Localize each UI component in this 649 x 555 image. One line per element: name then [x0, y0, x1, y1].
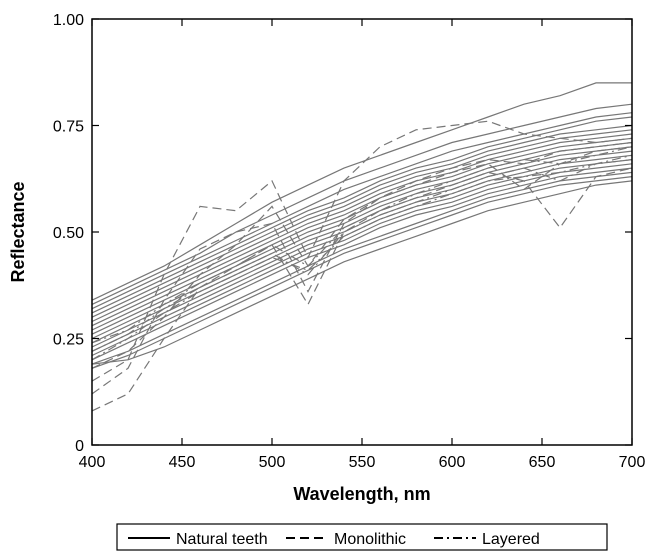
x-tick-label: 500: [259, 454, 286, 471]
y-tick-label: 0.75: [53, 119, 84, 136]
legend-label: Monolithic: [334, 531, 406, 548]
y-axis-title: Reflectance: [8, 181, 28, 282]
series-line-dashed-19: [91, 120, 633, 382]
series-line-dashdot-24: [91, 146, 633, 344]
tick-layer: 400 450 500 550 600 650 700 0 0.25 0.50 0.75 1.00: [53, 12, 646, 471]
legend-label: Layered: [482, 531, 540, 548]
x-tick-label: 400: [79, 454, 106, 471]
x-tick-label: 450: [169, 454, 196, 471]
series-line-solid-4: [91, 116, 633, 314]
legend-box: [116, 523, 608, 551]
series-line-solid-1: [91, 82, 632, 301]
series-line-solid-12: [91, 154, 633, 348]
series-line-solid-5: [91, 124, 633, 318]
series-line-solid-3: [91, 112, 633, 310]
series-line-solid-17: [91, 176, 633, 369]
x-tick-label: 700: [619, 454, 646, 471]
series-line-solid-8: [91, 137, 633, 331]
x-axis-title: Wavelength, nm: [293, 484, 430, 504]
x-tick-label: 600: [439, 454, 466, 471]
series-line-dashed-22: [91, 141, 633, 369]
y-tick-label: 0.50: [53, 225, 84, 242]
series-line-solid-16: [91, 171, 633, 365]
series-line-solid-7: [91, 133, 633, 327]
legend-label: Natural teeth: [176, 531, 268, 548]
series-line-dashed-21: [91, 167, 633, 412]
series-line-solid-2: [91, 103, 633, 305]
x-tick-label: 550: [349, 454, 376, 471]
legend: Natural teeth Monolithic Layered: [116, 523, 608, 551]
series-line-solid-18: [91, 180, 633, 365]
series-line-solid-11: [91, 150, 633, 344]
series-layer: [91, 82, 633, 412]
series-line-dashdot-23: [91, 154, 633, 352]
y-tick-label: 1.00: [53, 12, 84, 29]
series-line-solid-9: [91, 141, 633, 335]
y-tick-label: 0.25: [53, 332, 84, 349]
series-line-solid-13: [91, 159, 633, 352]
series-line-solid-6: [91, 129, 633, 323]
series-line-solid-15: [91, 167, 633, 361]
y-tick-label: 0: [75, 438, 84, 455]
x-tick-label: 650: [529, 454, 556, 471]
series-line-dashed-20: [91, 146, 633, 395]
